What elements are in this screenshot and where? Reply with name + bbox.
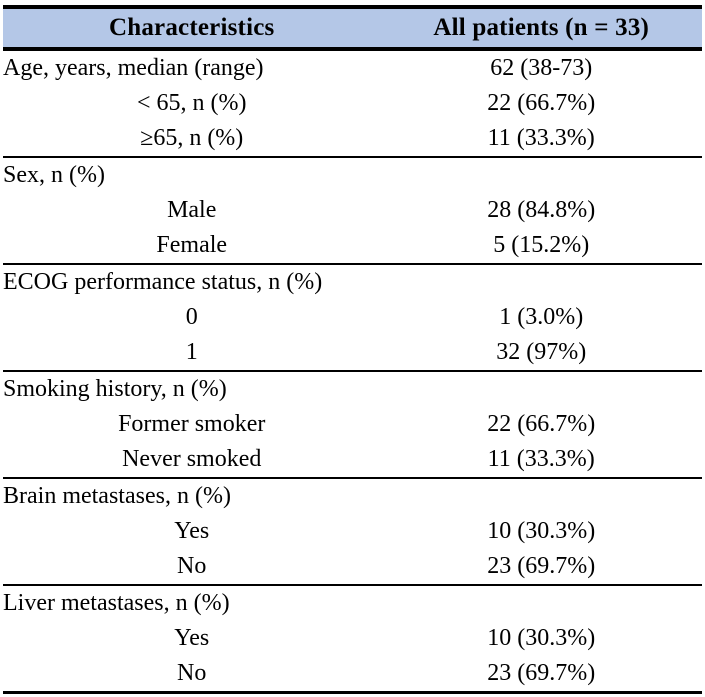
row-label: Female <box>156 232 228 259</box>
row-label: Male <box>167 197 217 224</box>
table-row-sex-male: Male 28 (84.8%) <box>3 193 702 228</box>
row-value: 32 (97%) <box>496 339 587 366</box>
row-value: 11 (33.3%) <box>487 125 595 152</box>
table-row-ecog-1: 1 32 (97%) <box>3 335 702 371</box>
row-value: 10 (30.3%) <box>487 625 596 652</box>
row-value: 10 (30.3%) <box>487 518 596 545</box>
row-value: 23 (69.7%) <box>487 553 596 580</box>
row-value <box>380 263 702 300</box>
table-row-sex-female: Female 5 (15.2%) <box>3 228 702 264</box>
table-row-ecog-0: 0 1 (3.0%) <box>3 300 702 335</box>
row-label: Smoking history, n (%) <box>3 370 381 407</box>
table-row-liver-metastases-no: No 23 (69.7%) <box>3 656 702 693</box>
row-label: Age, years, median (range) <box>3 55 264 82</box>
row-value: 23 (69.7%) <box>487 660 596 687</box>
table-row-brain-metastases-yes: Yes 10 (30.3%) <box>3 514 702 549</box>
row-label: No <box>177 553 207 580</box>
table-body: Age, years, median (range) 62 (38-73) < … <box>3 49 702 693</box>
row-label: ECOG performance status, n (%) <box>3 263 381 300</box>
table-row-age: Age, years, median (range) 62 (38-73) <box>3 49 702 86</box>
row-label: Yes <box>174 518 210 545</box>
row-value: 11 (33.3%) <box>487 446 595 473</box>
table-row-brain-metastases: Brain metastases, n (%) <box>3 477 702 514</box>
row-value <box>380 477 702 514</box>
header-row: Characteristics All patients (n = 33) <box>3 7 702 51</box>
table-row-smoking-never: Never smoked 11 (33.3%) <box>3 442 702 478</box>
row-label: No <box>177 660 207 687</box>
row-value: 22 (66.7%) <box>487 90 596 117</box>
row-label: ≥65, n (%) <box>140 125 244 152</box>
row-label: Liver metastases, n (%) <box>3 584 381 621</box>
row-label: Former smoker <box>118 411 266 438</box>
table-row-smoking-former: Former smoker 22 (66.7%) <box>3 407 702 442</box>
row-label: Never smoked <box>122 446 262 473</box>
row-label: Brain metastases, n (%) <box>3 477 381 514</box>
column-header-characteristics: Characteristics <box>3 7 381 51</box>
table-row-age-under-65: < 65, n (%) 22 (66.7%) <box>3 86 702 121</box>
row-value <box>380 584 702 621</box>
table-row-liver-metastases-yes: Yes 10 (30.3%) <box>3 621 702 656</box>
patient-characteristics-table: Characteristics All patients (n = 33) Ag… <box>3 5 702 694</box>
table-row-smoking: Smoking history, n (%) <box>3 370 702 407</box>
row-label: < 65, n (%) <box>136 90 247 117</box>
row-label: Sex, n (%) <box>3 156 381 193</box>
row-label: Yes <box>174 625 210 652</box>
table-row-sex: Sex, n (%) <box>3 156 702 193</box>
table-header: Characteristics All patients (n = 33) <box>3 7 702 51</box>
column-header-all-patients: All patients (n = 33) <box>380 7 702 51</box>
row-label: 0 <box>185 304 198 331</box>
row-label: 1 <box>185 339 198 366</box>
row-value <box>380 156 702 193</box>
table-row-age-65-or-over: ≥65, n (%) 11 (33.3%) <box>3 121 702 157</box>
table-row-liver-metastases: Liver metastases, n (%) <box>3 584 702 621</box>
table-row-ecog: ECOG performance status, n (%) <box>3 263 702 300</box>
row-value: 5 (15.2%) <box>493 232 590 259</box>
row-value <box>380 370 702 407</box>
row-value: 22 (66.7%) <box>487 411 596 438</box>
table-row-brain-metastases-no: No 23 (69.7%) <box>3 549 702 585</box>
row-value: 28 (84.8%) <box>487 197 596 224</box>
row-value: 1 (3.0%) <box>499 304 584 331</box>
row-value: 62 (38-73) <box>490 55 593 82</box>
